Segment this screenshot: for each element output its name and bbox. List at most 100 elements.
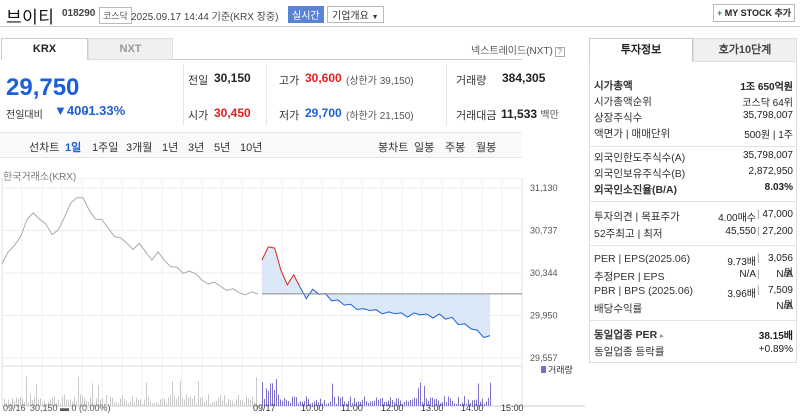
volume-bar [400, 400, 401, 406]
volume-bar [326, 403, 327, 406]
foreign-info-value: 35,798,007 [742, 150, 793, 161]
volume-bar [252, 396, 253, 406]
volume-bar [354, 398, 355, 406]
est-per-label: 추정PER | EPS [594, 271, 665, 283]
volume-bar [296, 397, 297, 406]
tab-3month[interactable]: 3개월 [126, 142, 153, 154]
volume-bar [362, 399, 363, 406]
volume-bar [56, 402, 57, 406]
open-value: 30,450 [214, 106, 251, 120]
help-icon[interactable]: ? [554, 47, 565, 57]
volume-bar [82, 396, 83, 406]
volume-bar [450, 398, 451, 406]
peer-per-label: 동일업종 PER ▸ [594, 327, 664, 342]
volume-bar [316, 399, 317, 406]
volume-bar [24, 402, 25, 406]
volume-bar [6, 402, 7, 406]
divider [266, 64, 267, 126]
volume-bar [190, 396, 191, 406]
change-label: 전일대비 [6, 110, 43, 121]
volume-bar [412, 399, 413, 406]
volume-bar [382, 398, 383, 406]
tab-krx[interactable]: KRX [1, 38, 88, 60]
tab-nxt[interactable]: NXT [88, 38, 173, 60]
volume-bar [338, 396, 339, 406]
dividend-label: 배당수익률 [594, 303, 643, 315]
add-my-stock-label: MY STOCK 추가 [724, 8, 792, 18]
realtime-badge[interactable]: 실시간 [288, 6, 324, 23]
divider [183, 64, 184, 126]
volume-bar [270, 383, 271, 406]
volume-bar [452, 400, 453, 406]
tab-orderbook[interactable]: 호가10단계 [693, 38, 797, 62]
volume-bar [92, 383, 93, 406]
volume-bar [286, 399, 287, 406]
volume-bar [264, 398, 265, 406]
tab-10year[interactable]: 10년 [240, 142, 263, 154]
tab-1year[interactable]: 1년 [162, 142, 179, 154]
volume-bar [268, 390, 269, 406]
tab-daily[interactable]: 일봉 [414, 142, 435, 154]
volume-bar [186, 394, 187, 406]
volume-bar [470, 403, 471, 406]
volume-bar [74, 396, 75, 406]
volume-bar [480, 401, 481, 406]
peer-change-label: 동일업종 등락률 [594, 346, 665, 358]
chart-grid [1, 178, 585, 407]
volume-bar [194, 395, 195, 406]
volume-bar [332, 383, 333, 406]
volume-bar [476, 399, 477, 406]
volume-bar [448, 396, 449, 406]
volume-bar [4, 399, 5, 406]
volume-bar [350, 396, 351, 406]
volume-bar [322, 403, 323, 406]
volume-bar [136, 397, 137, 406]
nextrade-link[interactable]: 넥스트레이드(NXT)? [471, 42, 565, 57]
tab-candle-chart[interactable]: 봉차트 [378, 142, 409, 154]
pbr-label: PBR | BPS (2025.06) [594, 285, 694, 297]
volume-bar [346, 403, 347, 406]
volume-bar [246, 395, 247, 406]
volume-bar [302, 402, 303, 406]
volume-bar [290, 402, 291, 406]
tab-investment-info[interactable]: 투자정보 [589, 38, 693, 62]
stock-info-value: 1조 650억원 [740, 82, 793, 93]
volume-bar [360, 401, 361, 406]
volume-bar [32, 399, 33, 406]
lower-limit: (하한가 21,150) [346, 111, 414, 122]
volume-bar [116, 402, 117, 406]
volume-bar [368, 402, 369, 406]
foreign-info-label: 외국인소진율(B/A) [594, 184, 678, 196]
tab-weekly[interactable]: 주봉 [445, 142, 466, 154]
volume-bar [468, 399, 469, 406]
volume-bar [454, 403, 455, 406]
company-overview-dropdown[interactable]: 기업개요 ▼ [327, 6, 384, 23]
volume-bar [374, 400, 375, 406]
price-chart[interactable]: 31,130 30,737 30,344 29,950 29,557 09/17 10:0… [0, 178, 585, 419]
volume-bar [312, 402, 313, 406]
sep: | [757, 226, 760, 237]
volume-bar [348, 401, 349, 406]
volume-bar [114, 401, 115, 406]
chevron-down-icon: ▼ [371, 14, 379, 21]
tab-1day[interactable]: 1일 [65, 142, 82, 154]
volume-bar [208, 394, 209, 406]
x-tick-label: 09/17 [253, 403, 276, 413]
volume-bar [418, 388, 419, 406]
tab-monthly[interactable]: 월봉 [476, 142, 497, 154]
stock-info-value: 500원 | 1주 [744, 130, 793, 141]
foreign-info-label: 외국인보유주식수(B) [594, 168, 686, 180]
amount-number: 11,533 [501, 107, 538, 121]
volume-value: 384,305 [502, 71, 546, 85]
target-price: 47,000 [762, 209, 793, 220]
tab-3year[interactable]: 3년 [188, 142, 205, 154]
tab-1week[interactable]: 1주일 [92, 142, 119, 154]
high-label: 고가 [279, 75, 300, 87]
volume-bar [274, 390, 275, 406]
add-my-stock-button[interactable]: + MY STOCK 추가 [713, 4, 795, 22]
tab-5year[interactable]: 5년 [214, 142, 231, 154]
tab-line-chart[interactable]: 선차트 [29, 142, 60, 154]
volume-bar [366, 401, 367, 406]
volume-bar [440, 403, 441, 406]
volume-bar [426, 398, 427, 406]
